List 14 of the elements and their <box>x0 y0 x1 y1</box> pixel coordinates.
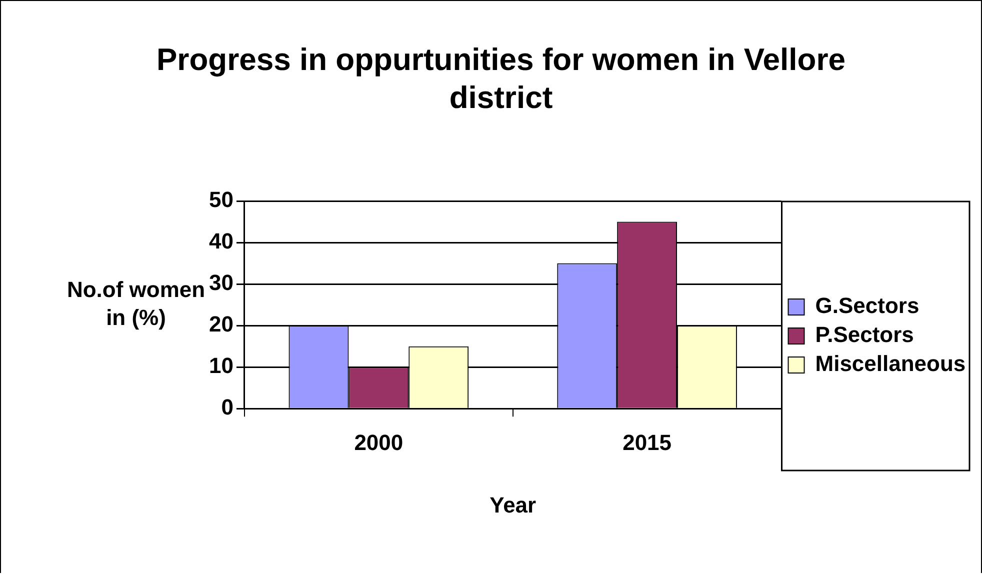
y-tick-label: 40 <box>208 228 234 254</box>
y-tick-label: 0 <box>221 394 234 420</box>
y-axis-title: No.of women in (%) <box>66 276 206 330</box>
y-tick-label: 10 <box>208 353 234 378</box>
legend-label: Miscellaneous <box>815 351 966 376</box>
legend-label: P.Sectors <box>815 322 914 348</box>
chart-title: Progress in oppurtunities for women in Vellore district <box>156 41 846 117</box>
x-tick-label: 2015 <box>622 430 672 455</box>
y-tick-label: 30 <box>208 270 234 296</box>
x-tick-label: 2000 <box>354 430 404 455</box>
y-tick-label: 50 <box>208 187 234 212</box>
x-axis-title: Year <box>490 492 537 518</box>
legend-label: G.Sectors <box>815 293 920 318</box>
y-tick-label: 20 <box>208 312 234 337</box>
